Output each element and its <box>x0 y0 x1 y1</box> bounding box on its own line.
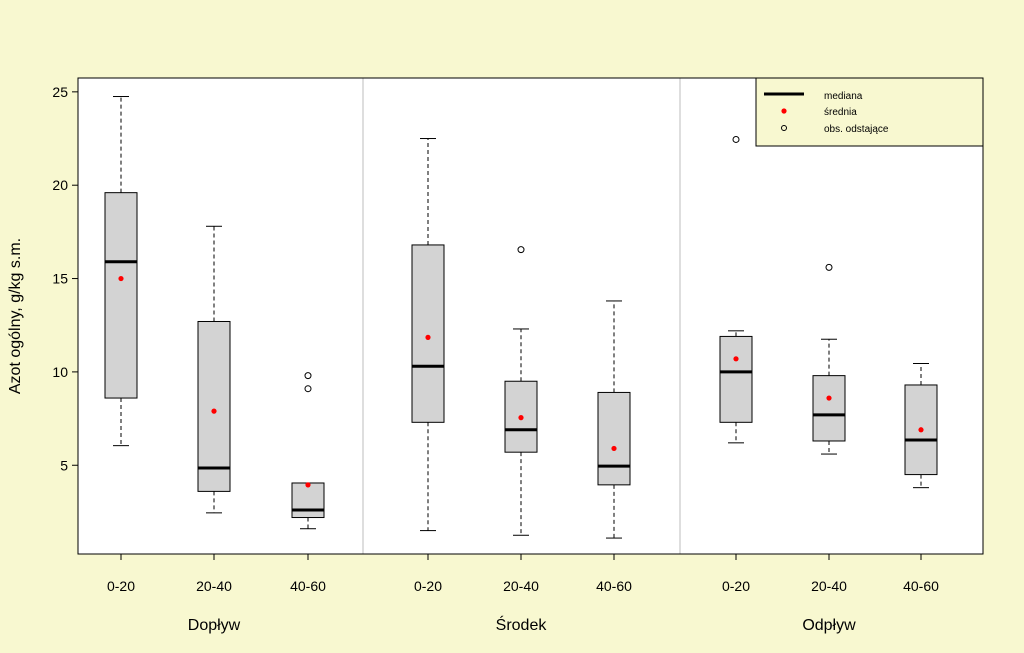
legend-entry-3: obs. odstające <box>781 124 889 135</box>
y-axis-title: Azot ogólny, g/kg s.m. <box>7 238 24 394</box>
group-label-2: Środek <box>496 615 548 634</box>
mean-point <box>425 334 431 340</box>
y-tick-label: 10 <box>52 364 68 380</box>
x-tick-label: 0-20 <box>722 578 750 594</box>
legend-entry-1: mediana <box>764 91 863 102</box>
iqr-box <box>291 482 325 519</box>
iqr-box <box>411 244 445 423</box>
x-tick-label: 40-60 <box>903 578 939 594</box>
mean-point <box>518 415 524 421</box>
outlier-point <box>517 246 525 254</box>
x-tick-label: 0-20 <box>414 578 442 594</box>
mean-point <box>733 356 739 362</box>
mean-point <box>211 408 217 414</box>
group-label-1: Dopływ <box>188 617 241 634</box>
outlier-point <box>304 372 312 380</box>
box-3-0-20 <box>719 135 753 444</box>
group-label-3: Odpływ <box>802 617 856 634</box>
box-3-40-60 <box>904 362 938 489</box>
plot-border <box>77 77 984 555</box>
box-2-20-40 <box>504 246 538 536</box>
outlier-point <box>732 135 740 143</box>
mean-point <box>826 395 832 401</box>
y-tick-label: 15 <box>52 271 68 287</box>
legend-outlier-symbol <box>781 125 787 131</box>
legend-label: mediana <box>824 91 863 102</box>
iqr-box <box>197 320 231 492</box>
x-axis: 0-20 20-40 40-60 Dopływ 0-20 20-40 40-60 Środek… <box>107 554 939 634</box>
iqr-box <box>597 391 631 486</box>
y-tick-label: 20 <box>52 177 68 193</box>
group-separators <box>362 78 681 554</box>
box-1-20-40 <box>197 225 231 514</box>
legend: mediana średnia obs. odstające <box>755 77 984 147</box>
outlier-point <box>304 385 312 393</box>
y-axis: 5 10 15 20 25 <box>52 84 78 473</box>
mean-point <box>611 445 617 452</box>
mean-point <box>118 275 124 282</box>
legend-label: średnia <box>824 107 857 118</box>
outlier-point <box>825 263 833 271</box>
iqr-box <box>104 192 138 399</box>
mean-point <box>918 427 924 433</box>
x-tick-label: 0-20 <box>107 578 135 594</box>
iqr-box <box>719 335 753 423</box>
legend-label: obs. odstające <box>824 124 889 135</box>
iqr-box <box>812 375 846 442</box>
x-tick-label: 40-60 <box>290 578 326 594</box>
y-tick-label: 5 <box>60 457 68 473</box>
x-tick-label: 20-40 <box>811 578 847 594</box>
x-tick-label: 20-40 <box>196 578 232 594</box>
box-1-40-60 <box>291 372 325 530</box>
legend-box <box>755 77 984 147</box>
box-2-40-60 <box>597 300 631 539</box>
boxes-layer <box>104 96 938 539</box>
x-tick-label: 20-40 <box>503 578 539 594</box>
box-2-0-20 <box>411 138 445 532</box>
box-3-20-40 <box>812 263 846 455</box>
y-tick-label: 25 <box>52 84 68 100</box>
mean-point <box>305 482 311 488</box>
x-tick-label: 40-60 <box>596 578 632 594</box>
legend-entry-2: średnia <box>781 107 857 118</box>
box-1-0-20 <box>104 96 138 447</box>
legend-mean-symbol <box>781 108 787 114</box>
